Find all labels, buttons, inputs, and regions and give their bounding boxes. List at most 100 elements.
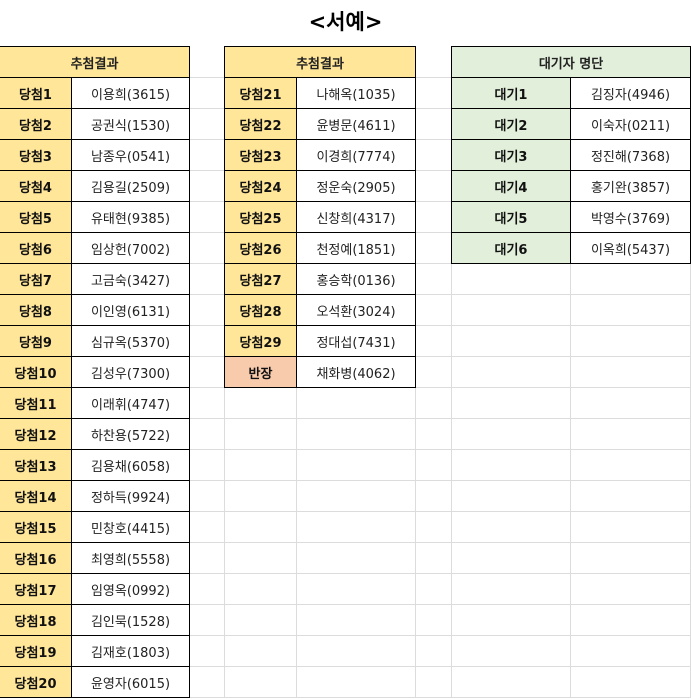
grid-cell[interactable] [190,109,225,140]
row-name[interactable]: 신창희(4317) [296,201,416,233]
grid-cell[interactable] [190,543,225,574]
grid-cell[interactable] [452,636,571,667]
row-name[interactable]: 정진해(7368) [570,139,691,171]
row-name[interactable]: 윤영자(6015) [71,666,190,698]
row-label[interactable]: 당첨5 [0,201,72,233]
row-name[interactable]: 남종우(0541) [71,139,190,171]
row-label[interactable]: 당첨22 [224,108,297,140]
grid-cell[interactable] [190,605,225,636]
grid-cell[interactable] [225,388,297,419]
row-label[interactable]: 당첨13 [0,449,72,481]
row-name[interactable]: 채화병(4062) [296,356,416,388]
grid-cell[interactable] [416,357,452,388]
row-label[interactable]: 당첨20 [0,666,72,698]
grid-cell[interactable] [416,47,452,78]
grid-cell[interactable] [571,667,691,698]
grid-cell[interactable] [416,233,452,264]
grid-cell[interactable] [297,512,416,543]
grid-cell[interactable] [452,574,571,605]
grid-cell[interactable] [190,140,225,171]
grid-cell[interactable] [190,481,225,512]
row-name[interactable]: 이숙자(0211) [570,108,691,140]
grid-cell[interactable] [297,667,416,698]
grid-cell[interactable] [190,264,225,295]
grid-cell[interactable] [225,543,297,574]
grid-cell[interactable] [416,109,452,140]
grid-cell[interactable] [571,481,691,512]
grid-cell[interactable] [225,481,297,512]
grid-cell[interactable] [416,667,452,698]
grid-cell[interactable] [297,605,416,636]
grid-cell[interactable] [190,512,225,543]
grid-cell[interactable] [297,388,416,419]
grid-cell[interactable] [190,667,225,698]
row-label[interactable]: 당첨7 [0,263,72,295]
grid-cell[interactable] [225,419,297,450]
row-name[interactable]: 이용희(3615) [71,77,190,109]
row-name[interactable]: 공권식(1530) [71,108,190,140]
grid-cell[interactable] [452,512,571,543]
grid-cell[interactable] [571,326,691,357]
row-label[interactable]: 당첨14 [0,480,72,512]
grid-cell[interactable] [297,481,416,512]
grid-cell[interactable] [416,202,452,233]
grid-cell[interactable] [225,512,297,543]
row-label[interactable]: 당첨26 [224,232,297,264]
row-name[interactable]: 김인묵(1528) [71,604,190,636]
grid-cell[interactable] [452,388,571,419]
row-name[interactable]: 유태현(9385) [71,201,190,233]
grid-cell[interactable] [297,543,416,574]
row-label[interactable]: 대기6 [451,232,571,264]
row-label[interactable]: 당첨17 [0,573,72,605]
row-name[interactable]: 최영희(5558) [71,542,190,574]
grid-cell[interactable] [416,295,452,326]
row-name[interactable]: 정하득(9924) [71,480,190,512]
grid-cell[interactable] [416,326,452,357]
grid-cell[interactable] [452,357,571,388]
row-name[interactable]: 김용길(2509) [71,170,190,202]
grid-cell[interactable] [571,357,691,388]
grid-cell[interactable] [190,636,225,667]
row-name[interactable]: 박영수(3769) [570,201,691,233]
row-name[interactable]: 정운숙(2905) [296,170,416,202]
row-name[interactable]: 고금숙(3427) [71,263,190,295]
grid-cell[interactable] [225,636,297,667]
grid-cell[interactable] [571,512,691,543]
grid-cell[interactable] [452,543,571,574]
grid-cell[interactable] [190,202,225,233]
grid-cell[interactable] [297,419,416,450]
row-name[interactable]: 나해옥(1035) [296,77,416,109]
row-name[interactable]: 홍승학(0136) [296,263,416,295]
row-label[interactable]: 당첨28 [224,294,297,326]
grid-cell[interactable] [571,388,691,419]
grid-cell[interactable] [416,481,452,512]
grid-cell[interactable] [452,419,571,450]
grid-cell[interactable] [190,47,225,78]
grid-cell[interactable] [297,574,416,605]
row-label[interactable]: 당첨29 [224,325,297,357]
grid-cell[interactable] [225,574,297,605]
row-label[interactable]: 당첨27 [224,263,297,295]
grid-cell[interactable] [190,78,225,109]
row-label[interactable]: 대기5 [451,201,571,233]
grid-cell[interactable] [190,388,225,419]
grid-cell[interactable] [571,264,691,295]
grid-cell[interactable] [416,419,452,450]
grid-cell[interactable] [452,264,571,295]
grid-cell[interactable] [571,295,691,326]
row-label[interactable]: 당첨3 [0,139,72,171]
row-label[interactable]: 당첨23 [224,139,297,171]
table3-header[interactable]: 대기자 명단 [451,46,691,78]
grid-cell[interactable] [571,450,691,481]
row-label[interactable]: 당첨18 [0,604,72,636]
row-label[interactable]: 당첨21 [224,77,297,109]
row-name[interactable]: 민창호(4415) [71,511,190,543]
grid-cell[interactable] [571,605,691,636]
grid-cell[interactable] [225,605,297,636]
row-name[interactable]: 이래휘(4747) [71,387,190,419]
row-name[interactable]: 오석환(3024) [296,294,416,326]
grid-cell[interactable] [225,667,297,698]
row-label[interactable]: 당첨10 [0,356,72,388]
row-name[interactable]: 정대섭(7431) [296,325,416,357]
row-label[interactable]: 당첨9 [0,325,72,357]
